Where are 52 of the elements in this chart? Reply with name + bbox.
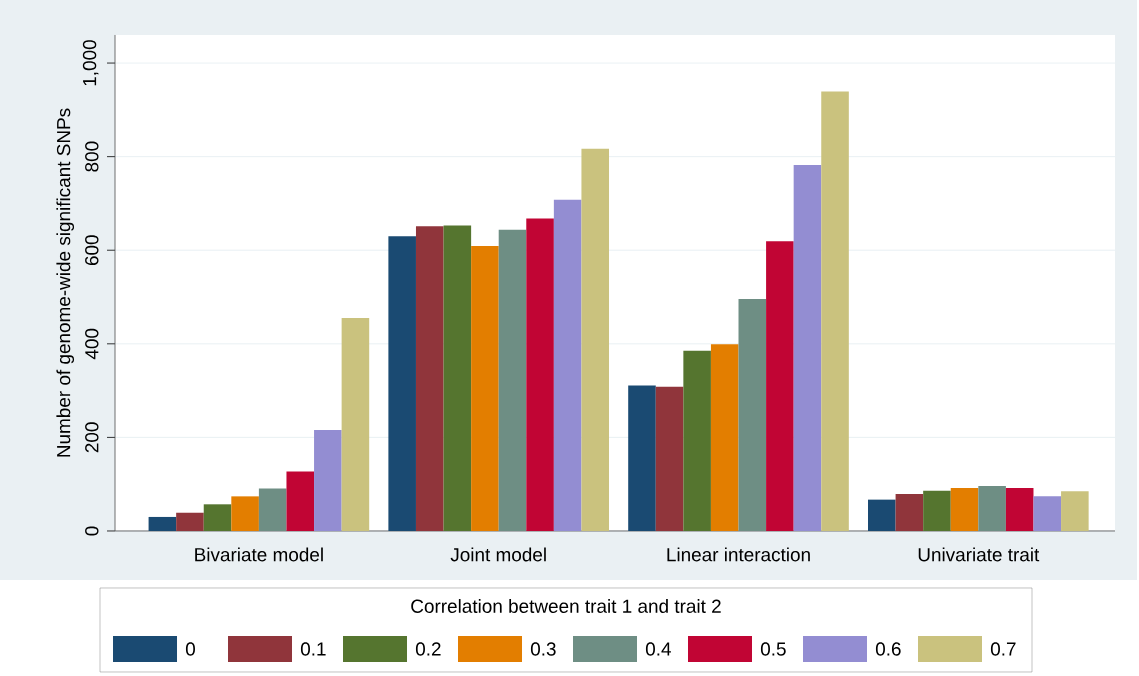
y-axis-title: Number of genome-wide significant SNPs <box>56 108 75 457</box>
bar <box>738 298 767 531</box>
x-tick-label: Univariate trait <box>918 547 1040 562</box>
bar <box>526 218 554 531</box>
bar <box>471 246 499 531</box>
bar <box>868 499 896 531</box>
y-tick-label: 600 <box>85 235 99 266</box>
bar <box>1061 491 1089 531</box>
bar <box>628 385 656 531</box>
legend-label: 0 <box>185 642 195 656</box>
bar <box>176 512 204 531</box>
x-tick-label: Joint model <box>450 547 546 562</box>
legend-label: 0.3 <box>530 642 556 656</box>
bar <box>895 494 924 531</box>
bar <box>314 429 342 531</box>
bar <box>1005 487 1034 531</box>
y-tick-label: 800 <box>85 141 99 172</box>
legend-label: 0.6 <box>875 642 901 656</box>
bar <box>1033 496 1062 531</box>
y-tick-label: 0 <box>85 526 99 536</box>
bar <box>655 386 684 531</box>
y-tick-label: 400 <box>85 328 99 360</box>
bar <box>978 486 1006 531</box>
bar <box>258 488 287 531</box>
legend-label: 0.4 <box>645 642 671 656</box>
legend-title: Correlation between trait 1 and trait 2 <box>411 599 721 613</box>
bar <box>415 226 444 531</box>
bar <box>683 350 711 531</box>
bar <box>203 504 232 531</box>
x-tick-label: Linear interaction <box>667 547 810 562</box>
bar <box>388 236 416 531</box>
legend-label: 0.5 <box>760 642 786 656</box>
bar <box>950 487 979 531</box>
bar <box>766 241 794 531</box>
bar <box>148 516 177 531</box>
bar <box>821 91 849 531</box>
legend-label: 0.2 <box>415 642 441 656</box>
y-tick-label: 200 <box>85 422 99 453</box>
bar <box>793 165 822 531</box>
x-tick-label: Bivariate model <box>195 547 323 562</box>
bar <box>923 490 951 531</box>
bar <box>553 199 582 531</box>
y-tick-label: 1,000 <box>82 40 99 86</box>
legend-label: 0.1 <box>300 642 326 656</box>
bar <box>498 229 527 531</box>
bar <box>231 496 259 531</box>
legend-label: 0.7 <box>990 642 1016 656</box>
bar <box>581 148 610 531</box>
bar <box>286 471 315 531</box>
bar <box>710 344 739 531</box>
bar <box>443 225 472 531</box>
bar <box>341 318 370 531</box>
